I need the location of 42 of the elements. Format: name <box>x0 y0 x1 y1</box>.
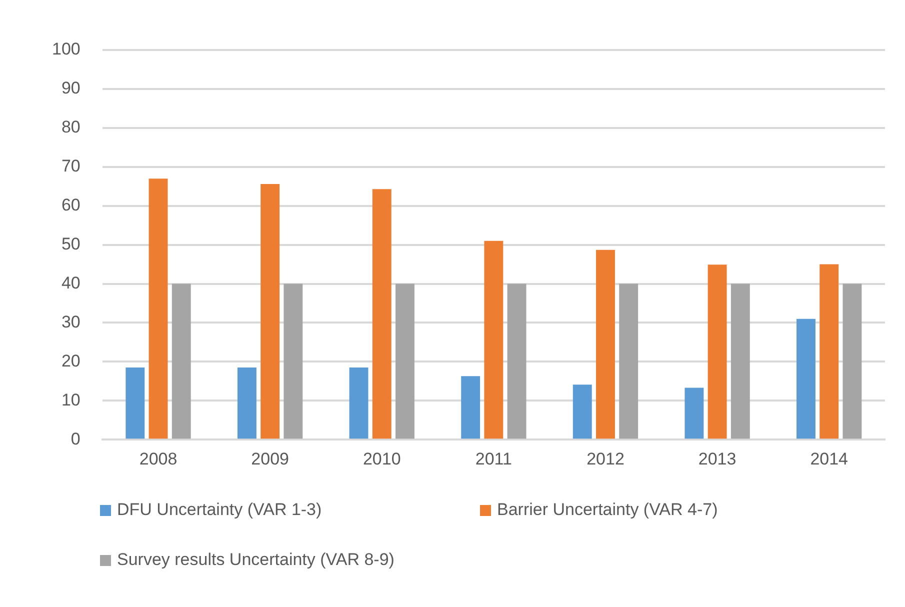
bar <box>260 184 280 439</box>
x-tick-label: 2012 <box>586 449 624 468</box>
bar <box>619 284 638 439</box>
bar <box>126 368 145 439</box>
y-tick-label: 90 <box>61 78 80 98</box>
bar <box>172 284 191 439</box>
y-tick-label: 60 <box>61 196 80 215</box>
bar <box>708 264 727 439</box>
y-tick-label: 70 <box>61 156 80 176</box>
bar <box>461 376 480 439</box>
x-tick-label: 2010 <box>362 449 401 468</box>
x-tick-label: 2009 <box>251 449 289 468</box>
y-tick-label: 10 <box>61 390 80 410</box>
legend-label: Survey results Uncertainty (VAR 8-9) <box>117 550 394 570</box>
bar <box>148 178 168 439</box>
x-tick-label: 2008 <box>139 449 178 468</box>
y-tick-label: 100 <box>52 40 80 59</box>
bar <box>507 284 526 439</box>
bar <box>284 284 303 439</box>
x-tick-label: 2011 <box>475 449 512 468</box>
bar <box>372 189 392 439</box>
bar <box>796 318 816 439</box>
x-tick-label: 2014 <box>810 449 848 468</box>
bar <box>572 384 592 439</box>
y-tick-label: 0 <box>70 429 80 448</box>
y-tick-label: 40 <box>61 273 80 292</box>
bar <box>396 284 414 439</box>
bar <box>730 284 750 439</box>
bar <box>349 368 368 439</box>
y-tick-label: 80 <box>61 118 80 137</box>
bar <box>842 284 862 439</box>
y-tick-label: 30 <box>61 312 80 332</box>
bar <box>237 368 256 439</box>
bar <box>484 240 504 439</box>
legend-label: DFU Uncertainty (VAR 1-3) <box>117 500 322 520</box>
y-tick-label: 20 <box>61 351 80 370</box>
bar <box>596 250 615 439</box>
legend-label: Barrier Uncertainty (VAR 4-7) <box>497 500 718 520</box>
bar <box>684 388 704 439</box>
y-tick-label: 50 <box>61 234 80 254</box>
bar <box>820 264 839 439</box>
x-tick-label: 2013 <box>698 449 736 468</box>
